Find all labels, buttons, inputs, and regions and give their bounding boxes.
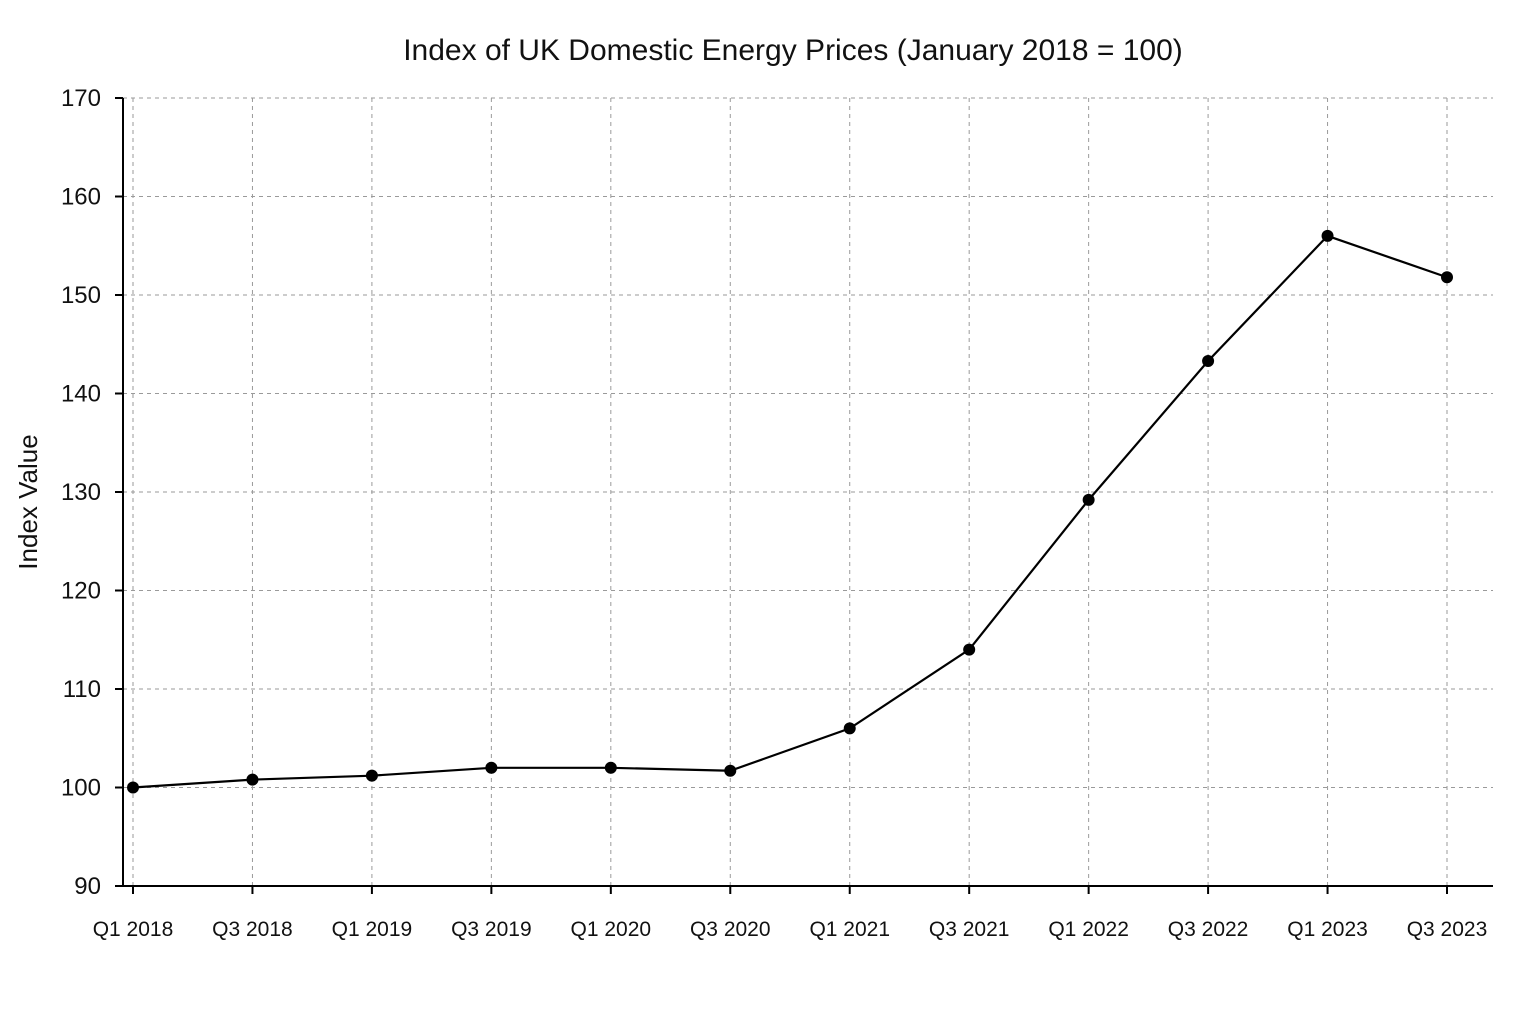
data-point [365,769,378,782]
x-tick-label: Q1 2018 [93,918,174,941]
x-tick-label: Q1 2020 [571,918,652,941]
y-tick-label: 130 [61,479,101,506]
y-tick-label: 150 [61,282,101,309]
y-tick-label: 120 [61,578,101,605]
data-point [127,781,139,794]
x-tick-label: Q3 2019 [451,918,532,941]
data-point [1082,493,1095,506]
series [127,229,1453,794]
x-tick-label: Q1 2021 [809,918,890,941]
y-tick-label: 110 [63,676,101,703]
grid [123,97,1493,887]
x-tick-label: Q3 2023 [1407,918,1488,941]
data-point [1321,229,1334,242]
x-tick-label: Q1 2019 [332,918,413,941]
x-tick-label: Q1 2022 [1048,918,1129,941]
data-point [604,761,617,774]
y-axis-label: Index Value [13,434,43,569]
series-line [132,234,1448,789]
y-tick-label: 160 [61,184,101,211]
x-tick-label: Q3 2020 [690,918,771,941]
x-tick-label: Q3 2021 [929,918,1010,941]
data-point [843,722,856,735]
data-point [963,643,976,656]
x-tick-label: Q3 2018 [212,918,293,941]
y-tick-label: 140 [61,381,101,408]
data-point [246,773,259,786]
x-tick-label: Q3 2022 [1168,918,1249,941]
x-tick-label: Q1 2023 [1287,918,1368,941]
y-tick-label: 170 [61,85,101,112]
y-tick-label: 90 [74,873,101,900]
data-point [1202,354,1215,367]
chart-title: Index of UK Domestic Energy Prices (Janu… [403,34,1183,67]
data-point [724,764,737,777]
axes: 90 100 110 120 130 140 150 160 170 Q1 2018 Q3 2018… [61,85,1493,941]
data-point [1441,271,1453,284]
data-point [485,761,498,774]
y-tick-label: 100 [61,775,101,802]
